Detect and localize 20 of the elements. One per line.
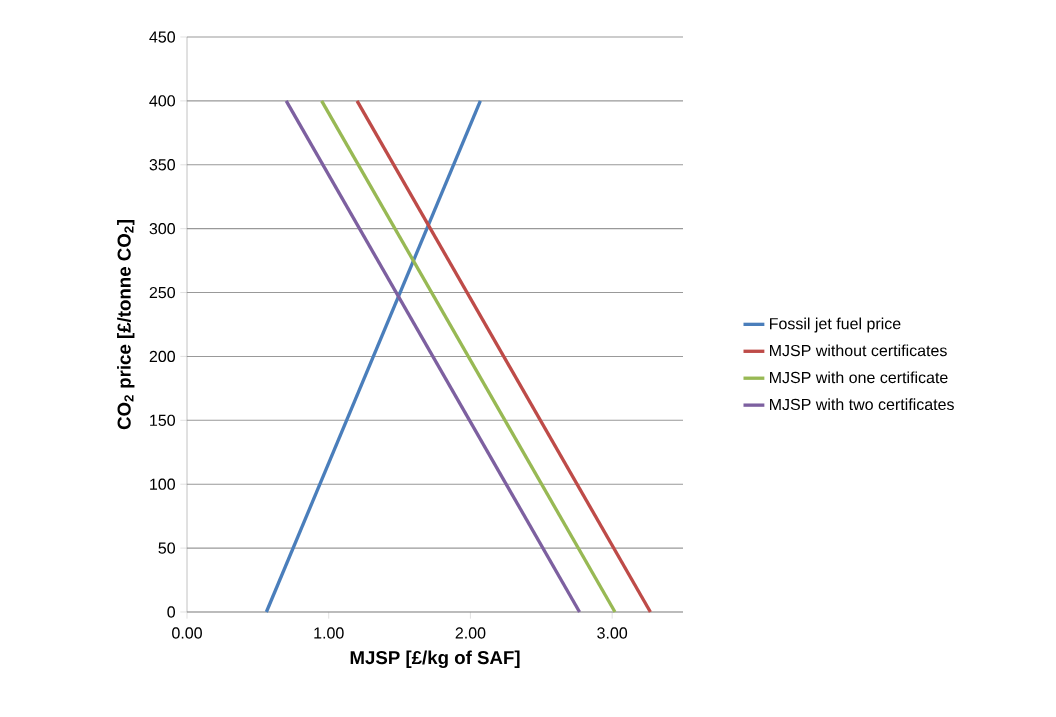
y-tick-label: 300: [149, 223, 176, 235]
x-tick-label: 1.00: [314, 627, 344, 639]
legend-label: MJSP with two certificates: [770, 398, 954, 411]
x-tick-label: 2.00: [455, 627, 486, 639]
legend-label: MJSP without certificates: [770, 344, 947, 357]
y-tick-label: 350: [149, 159, 176, 171]
x-tick-label: 0.00: [172, 627, 202, 639]
y-tick-label: 50: [158, 542, 176, 554]
y-tick-label: 250: [149, 286, 176, 299]
y-tick-label: 450: [149, 31, 176, 43]
y-tick-label: 200: [149, 350, 176, 363]
legend-label: MJSP with one certificate: [770, 371, 948, 384]
y-tick-label: 150: [150, 414, 176, 426]
y-axis-title: CO$_{2}$ price [£/tonne CO$_{2}$]: [117, 220, 135, 430]
y-tick-label: 400: [149, 95, 176, 107]
x-tick-label: 3.00: [597, 627, 628, 639]
x-axis-title: MJSP [£/kg of SAF]: [350, 650, 520, 668]
y-tick-label: 100: [150, 478, 176, 490]
legend-label: Fossil jet fuel price: [770, 317, 901, 333]
y-tick-label: 0: [167, 606, 176, 618]
